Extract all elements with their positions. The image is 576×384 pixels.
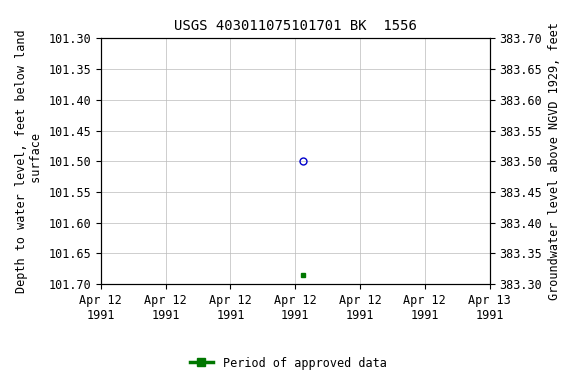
- Y-axis label: Depth to water level, feet below land
 surface: Depth to water level, feet below land su…: [15, 30, 43, 293]
- Title: USGS 403011075101701 BK  1556: USGS 403011075101701 BK 1556: [174, 19, 416, 33]
- Legend: Period of approved data: Period of approved data: [185, 352, 391, 374]
- Y-axis label: Groundwater level above NGVD 1929, feet: Groundwater level above NGVD 1929, feet: [548, 22, 560, 300]
